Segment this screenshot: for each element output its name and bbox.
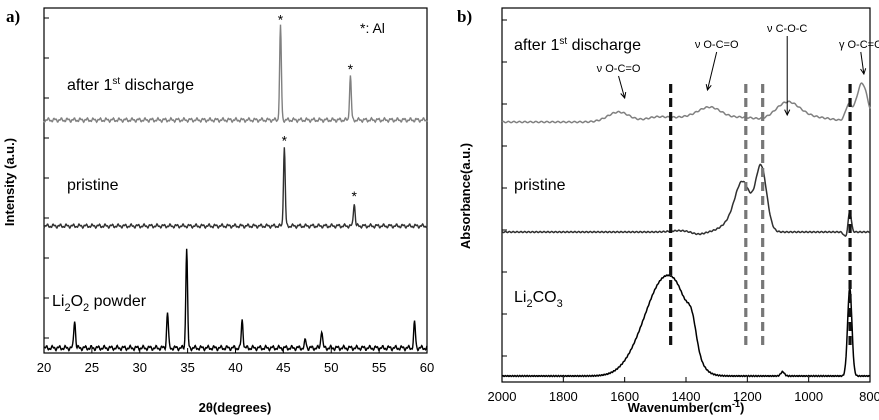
xrd-al-marker: *	[348, 61, 354, 77]
xrd-x-tick-label: 55	[372, 360, 386, 375]
ftir-x-axis-label: Wavenumber(cm-1)	[628, 399, 745, 415]
ftir-label-li2co3: Li2CO3	[514, 289, 563, 310]
xrd-al-marker: *	[352, 188, 358, 204]
ftir-curve-li2co3	[501, 274, 871, 378]
ftir-band-annotation: ν C-O-C	[767, 23, 807, 35]
xrd-x-tick-label: 20	[37, 360, 51, 375]
xrd-curve-pristine	[43, 147, 428, 230]
ftir-annotation-arrowhead	[860, 68, 867, 76]
xrd-x-tick-label: 35	[180, 360, 194, 375]
xrd-al-legend: *: Al	[360, 20, 385, 36]
ftir-annotations: ν O-C=O ν O-C=O ν C-O-C γ O-C=O	[597, 23, 879, 117]
ftir-reference-lines	[669, 84, 852, 345]
ftir-annotation-arrowhead	[784, 109, 791, 117]
ftir-x-tick-label: 1000	[794, 389, 823, 404]
xrd-curves	[43, 24, 428, 352]
xrd-x-tick-label: 30	[133, 360, 147, 375]
xrd-al-marker: *	[278, 12, 284, 28]
xrd-x-tick-label: 45	[276, 360, 290, 375]
xrd-x-tick-label: 50	[324, 360, 338, 375]
ftir-x-tick-label: 2000	[488, 389, 517, 404]
ftir-annotation-arrow	[706, 51, 718, 91]
xrd-x-tick-label: 60	[420, 360, 434, 375]
xrd-panel: a) 20 25 30 35 40 45 50 55 60 * * * * *: Al after 1…	[2, 7, 434, 415]
xrd-x-ticks: 20 25 30 35 40 45 50 55 60	[37, 348, 434, 375]
xrd-y-ticks	[44, 17, 49, 339]
xrd-curve-li2o2	[43, 248, 428, 352]
ftir-y-ticks	[502, 19, 507, 357]
xrd-x-tick-label: 40	[228, 360, 242, 375]
ftir-curve-after-discharge	[501, 82, 871, 124]
ftir-x-tick-label: 800	[859, 389, 879, 404]
ftir-band-annotation: ν O-C=O	[695, 39, 739, 51]
xrd-label-pristine: pristine	[67, 177, 119, 194]
ftir-band-annotation: γ O-C=O	[839, 39, 879, 51]
ftir-annotation-arrow	[618, 75, 626, 99]
ftir-annotation-arrow	[860, 51, 865, 75]
xrd-label-li2o2: Li2O2 powder	[52, 293, 147, 314]
xrd-label-after-discharge: after 1st discharge	[67, 76, 194, 94]
xrd-al-marker: *	[282, 132, 288, 148]
ftir-x-tick-label: 1600	[610, 389, 639, 404]
ftir-annotation-arrowhead	[705, 84, 712, 92]
xrd-curve-after-discharge	[43, 24, 428, 124]
ftir-curve-pristine	[501, 163, 871, 238]
xrd-y-axis-label: Intensity (a.u.)	[2, 138, 17, 226]
xrd-al-markers: * * * *	[278, 12, 358, 204]
ftir-x-tick-label: 1200	[733, 389, 762, 404]
ftir-plot-frame	[501, 7, 871, 383]
ftir-band-annotation: ν O-C=O	[597, 63, 641, 75]
ftir-curves	[501, 82, 871, 378]
ftir-x-tick-label: 1400	[672, 389, 701, 404]
ftir-panel: b) 2000 1800 1600 1400 1200 1000 800 ν O-C=Oν …	[457, 7, 879, 415]
panel-a-label: a)	[6, 7, 20, 26]
ftir-x-ticks: 2000 1800 1600 1400 1200 1000 800	[488, 377, 879, 404]
ftir-annotation-arrowhead	[620, 92, 627, 100]
xrd-x-axis-label: 2θ(degrees)	[199, 400, 272, 415]
ftir-label-pristine: pristine	[514, 177, 566, 194]
ftir-label-after-discharge: after 1st discharge	[514, 36, 641, 54]
xrd-x-tick-label: 25	[85, 360, 99, 375]
panel-b-label: b)	[457, 7, 472, 26]
ftir-y-axis-label: Absorbance(a.u.)	[458, 143, 473, 249]
ftir-x-tick-label: 1800	[549, 389, 578, 404]
